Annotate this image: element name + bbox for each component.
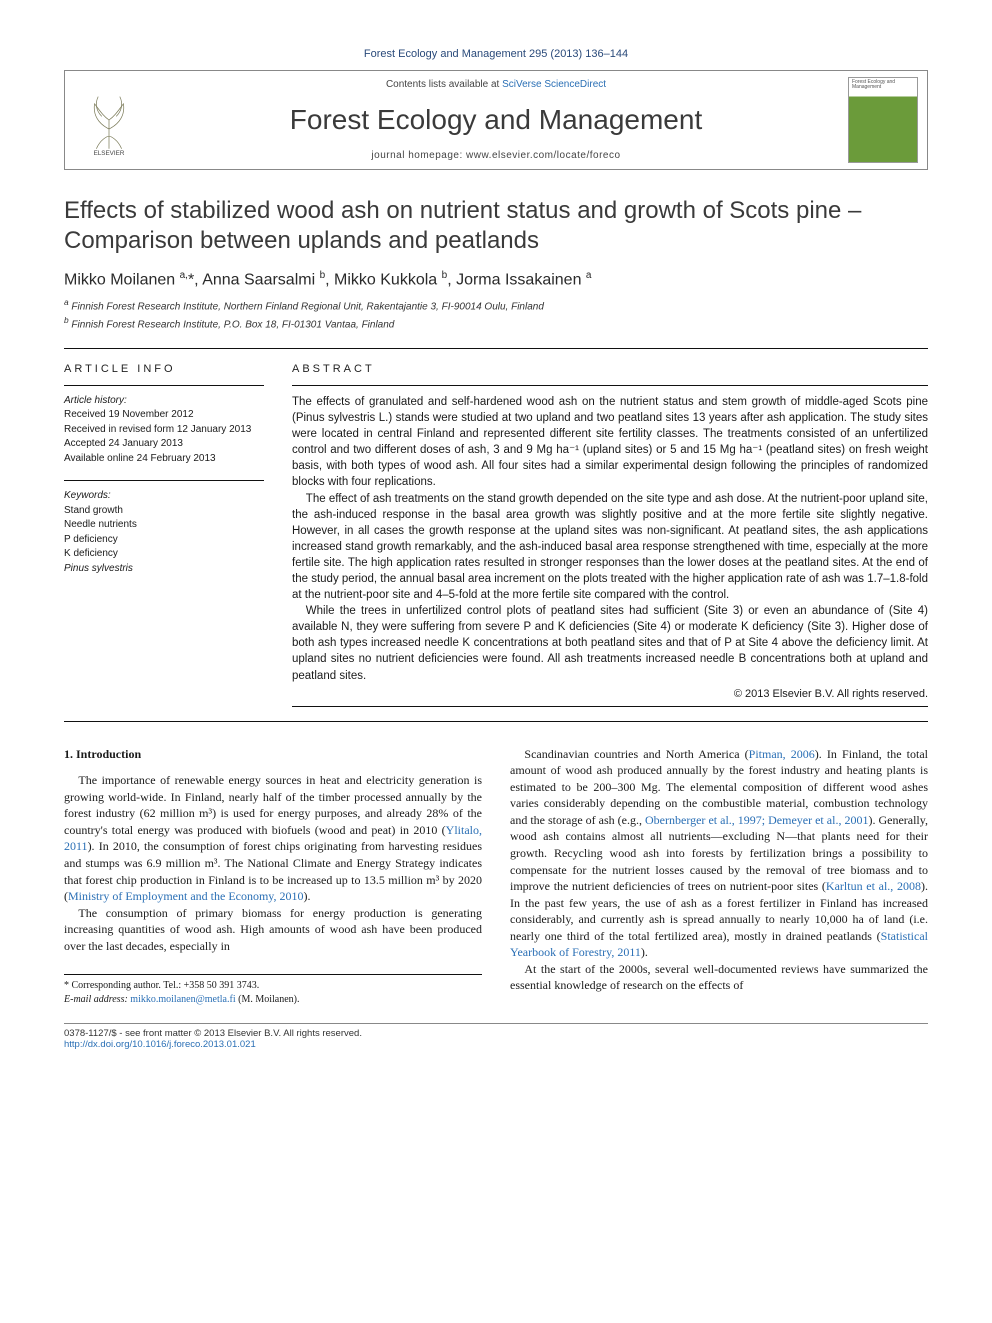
journal-homepage-url[interactable]: www.elsevier.com/locate/foreco [466, 150, 621, 161]
corresponding-footnote: * Corresponding author. Tel.: +358 50 39… [64, 974, 482, 1007]
abstract-copyright: © 2013 Elsevier B.V. All rights reserved… [292, 688, 928, 700]
keyword-item: P deficiency [64, 533, 264, 548]
body-paragraph: Scandinavian countries and North America… [510, 746, 928, 961]
body-paragraph: The importance of renewable energy sourc… [64, 772, 482, 904]
section-heading: 1. Introduction [64, 746, 482, 763]
history-revised: Received in revised form 12 January 2013 [64, 423, 264, 438]
keywords-label: Keywords: [64, 489, 264, 504]
citation-line: Forest Ecology and Management 295 (2013)… [64, 48, 928, 60]
affiliation-a: Finnish Forest Research Institute, North… [71, 302, 543, 313]
keyword-item: Pinus sylvestris [64, 562, 264, 577]
authors-line: Mikko Moilanen a,*, Anna Saarsalmi b, Mi… [64, 270, 928, 289]
svg-text:ELSEVIER: ELSEVIER [94, 150, 125, 156]
citation-link[interactable]: Pitman, 2006 [749, 747, 815, 761]
keyword-item: Needle nutrients [64, 518, 264, 533]
issn-line: 0378-1127/$ - see front matter © 2013 El… [64, 1028, 928, 1039]
article-info-heading: ARTICLE INFO [64, 363, 264, 375]
abstract-paragraph: The effect of ash treatments on the stan… [292, 491, 928, 604]
keyword-item: Stand growth [64, 504, 264, 519]
footer-publication-info: 0378-1127/$ - see front matter © 2013 El… [64, 1023, 928, 1050]
email-owner: (M. Moilanen). [236, 994, 300, 1005]
citation-link[interactable]: Obernberger et al., 1997; Demeyer et al.… [645, 813, 868, 827]
citation-link[interactable]: Karltun et al., 2008 [826, 879, 921, 893]
contents-available-line: Contents lists available at SciVerse Sci… [386, 79, 606, 90]
abstract-paragraph: While the trees in unfertilized control … [292, 603, 928, 683]
corresponding-author-line: * Corresponding author. Tel.: +358 50 39… [64, 979, 482, 993]
body-paragraph: At the start of the 2000s, several well-… [510, 961, 928, 994]
keyword-item: K deficiency [64, 547, 264, 562]
abstract-body: The effects of granulated and self-harde… [292, 386, 928, 684]
journal-cover-thumbnail: Forest Ecology and Management [839, 71, 927, 169]
doi-link[interactable]: http://dx.doi.org/10.1016/j.foreco.2013.… [64, 1039, 256, 1050]
article-title: Effects of stabilized wood ash on nutrie… [64, 196, 928, 256]
elsevier-tree-icon: ELSEVIER [73, 84, 145, 156]
sciencedirect-link[interactable]: SciVerse ScienceDirect [502, 79, 606, 90]
affiliation-b: Finnish Forest Research Institute, P.O. … [71, 319, 394, 330]
corresponding-email-link[interactable]: mikko.moilanen@metla.fi [130, 994, 235, 1005]
email-label: E-mail address: [64, 994, 130, 1005]
citation-link[interactable]: Statistical Yearbook of Forestry, 2011 [510, 929, 928, 960]
body-column-right: Scandinavian countries and North America… [510, 746, 928, 1008]
journal-name: Forest Ecology and Management [290, 104, 702, 136]
journal-homepage-line: journal homepage: www.elsevier.com/locat… [371, 150, 620, 161]
history-accepted: Accepted 24 January 2013 [64, 437, 264, 452]
history-online: Available online 24 February 2013 [64, 452, 264, 467]
affiliations: a Finnish Forest Research Institute, Nor… [64, 297, 928, 332]
history-received: Received 19 November 2012 [64, 408, 264, 423]
citation-link[interactable]: Ministry of Employment and the Economy, … [68, 889, 304, 903]
publisher-logo: ELSEVIER [65, 71, 153, 169]
citation-link[interactable]: Ylitalo, 2011 [64, 823, 482, 854]
article-history-label: Article history: [64, 394, 264, 409]
abstract-paragraph: The effects of granulated and self-harde… [292, 394, 928, 491]
abstract-heading: ABSTRACT [292, 363, 928, 375]
body-column-left: 1. Introduction The importance of renewa… [64, 746, 482, 1008]
body-paragraph: The consumption of primary biomass for e… [64, 905, 482, 955]
journal-header: ELSEVIER Contents lists available at Sci… [64, 70, 928, 170]
